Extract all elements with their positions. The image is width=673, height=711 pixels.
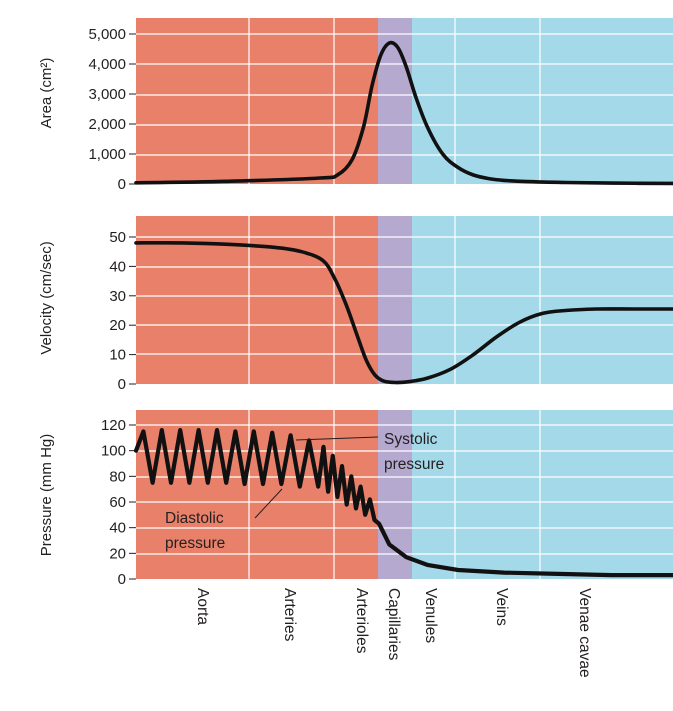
diastolic-leader-line: [254, 488, 283, 519]
vessel-label-veins: Veins: [493, 588, 510, 626]
diastolic-label-line2: pressure: [165, 535, 225, 552]
vessel-label-arteries: Arteries: [281, 588, 298, 642]
velocity-tick-label: 0: [118, 376, 126, 393]
velocity-tick-label: 40: [109, 258, 126, 275]
pressure-tick-label: 0: [118, 571, 126, 588]
area-tick-label: 0: [118, 176, 126, 193]
area-y-ticks: 5,000 4,000 3,000 2,000 1,000 0: [88, 26, 136, 193]
velocity-venous-region: [412, 216, 673, 384]
area-tick-label: 3,000: [88, 86, 126, 103]
vessel-label-aorta: Aorta: [194, 588, 211, 625]
vessel-label-capillaries: Capillaries: [385, 588, 402, 661]
area-tick-label: 4,000: [88, 56, 126, 73]
systolic-leader-line: [295, 436, 379, 441]
area-venous-region: [412, 18, 673, 184]
pressure-tick-label: 40: [109, 520, 126, 537]
pressure-tick-label: 120: [101, 417, 126, 434]
velocity-tick-label: 30: [109, 288, 126, 305]
velocity-tick-label: 50: [109, 229, 126, 246]
velocity-capillary-region: [378, 216, 412, 384]
velocity-grid: [136, 216, 673, 384]
area-panel: 5,000 4,000 3,000 2,000 1,000 0 Area (cm²): [38, 18, 673, 193]
vessel-label-venae-cavae: Venae cavae: [576, 588, 593, 678]
vessel-labels: Aorta Arteries Arterioles Capillaries Ve…: [194, 588, 593, 678]
velocity-tick-label: 20: [109, 317, 126, 334]
pressure-curve: [133, 428, 673, 578]
velocity-y-ticks: 50 40 30 20 10 0: [109, 229, 136, 393]
pressure-y-label: Pressure (mm Hg): [38, 434, 55, 557]
pressure-tick-label: 20: [109, 545, 126, 562]
systolic-label-line1: Systolic: [384, 431, 438, 448]
pressure-panel: 120 100 80 60 40 20 0 Pressure (mm Hg) Systoli…: [38, 410, 673, 588]
vessel-label-arterioles: Arterioles: [353, 588, 370, 654]
pressure-y-ticks: 120 100 80 60 40 20 0: [101, 417, 136, 588]
velocity-y-label: Velocity (cm/sec): [38, 241, 55, 354]
diastolic-label-line1: Diastolic: [165, 510, 224, 527]
pressure-tick-label: 100: [101, 443, 126, 460]
area-tick-label: 2,000: [88, 116, 126, 133]
vessel-label-venules: Venules: [422, 588, 439, 643]
area-tick-label: 1,000: [88, 146, 126, 163]
pressure-tick-label: 60: [109, 494, 126, 511]
area-y-label: Area (cm²): [38, 58, 55, 129]
velocity-tick-label: 10: [109, 347, 126, 364]
pressure-tick-label: 80: [109, 468, 126, 485]
area-tick-label: 5,000: [88, 26, 126, 43]
area-arterial-region: [136, 18, 378, 184]
systolic-label-line2: pressure: [384, 456, 444, 473]
velocity-curve: [134, 240, 673, 385]
area-curve: [134, 40, 673, 186]
velocity-panel: 50 40 30 20 10 0 Velocity (cm/sec): [38, 216, 673, 393]
